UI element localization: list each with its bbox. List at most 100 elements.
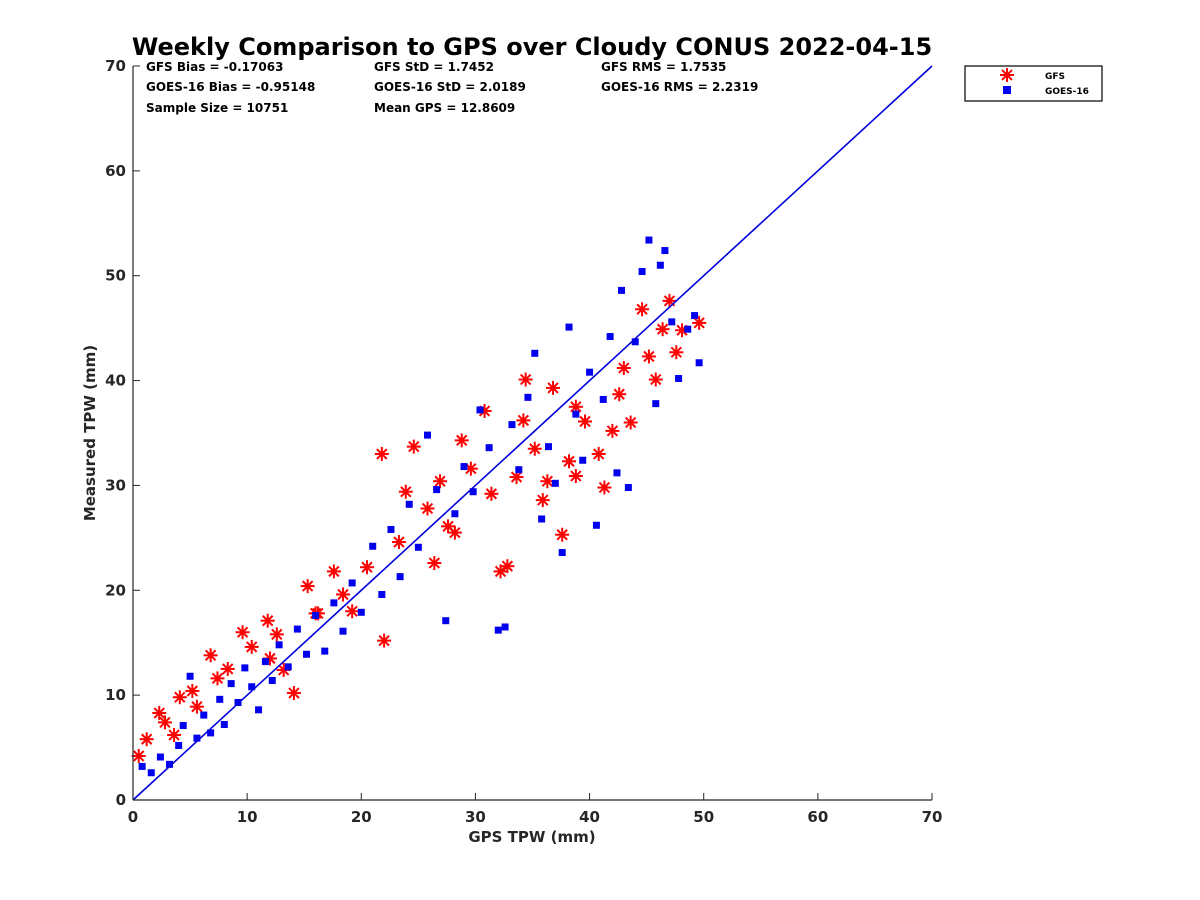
goes16-point bbox=[684, 325, 692, 333]
gfs-point bbox=[578, 414, 593, 429]
stat-text: GOES-16 RMS = 2.2319 bbox=[601, 80, 758, 94]
gfs-point bbox=[597, 480, 612, 495]
goes16-point bbox=[613, 469, 621, 477]
goes16-point bbox=[175, 741, 183, 749]
goes16-point bbox=[476, 406, 484, 414]
goes16-point bbox=[207, 729, 215, 737]
goes16-point bbox=[241, 664, 249, 672]
stat-text: Sample Size = 10751 bbox=[146, 101, 288, 115]
goes16-point bbox=[592, 521, 600, 529]
goes16-point bbox=[216, 695, 224, 703]
legend-box bbox=[964, 65, 1103, 102]
goes16-point bbox=[423, 431, 431, 439]
gfs-point bbox=[623, 415, 638, 430]
y-tick-label: 20 bbox=[105, 581, 126, 599]
gfs-point bbox=[662, 293, 677, 308]
gfs-point bbox=[500, 559, 515, 574]
gfs-point bbox=[260, 613, 275, 628]
y-tick-label: 40 bbox=[105, 372, 126, 390]
goes16-series bbox=[138, 236, 703, 777]
gfs-point bbox=[336, 587, 351, 602]
goes16-point bbox=[579, 456, 587, 464]
legend-gfs-marker bbox=[1000, 68, 1014, 82]
gfs-point bbox=[210, 671, 225, 686]
goes16-point bbox=[599, 395, 607, 403]
gfs-point bbox=[326, 564, 341, 579]
goes16-point bbox=[405, 500, 413, 508]
gfs-point bbox=[635, 302, 650, 317]
gfs-point bbox=[516, 413, 531, 428]
gfs-point bbox=[555, 527, 570, 542]
y-axis-label: Measured TPW (mm) bbox=[81, 345, 99, 521]
gfs-point bbox=[454, 433, 469, 448]
gfs-point bbox=[139, 732, 154, 747]
goes16-point bbox=[668, 318, 676, 326]
goes16-point bbox=[166, 760, 174, 768]
goes16-point bbox=[220, 721, 228, 729]
gfs-point bbox=[669, 345, 684, 360]
gfs-point bbox=[484, 486, 499, 501]
y-tick-label: 10 bbox=[105, 686, 126, 704]
gfs-point bbox=[648, 372, 663, 387]
gfs-point bbox=[244, 639, 259, 654]
goes16-point bbox=[387, 525, 395, 533]
y-tick-label: 50 bbox=[105, 267, 126, 285]
gfs-point bbox=[203, 648, 218, 663]
one-to-one-line bbox=[132, 65, 933, 801]
goes16-point bbox=[227, 680, 235, 688]
gfs-point bbox=[286, 686, 301, 701]
axes bbox=[132, 66, 932, 801]
goes16-point bbox=[586, 368, 594, 376]
gfs-point bbox=[152, 705, 167, 720]
x-tick-label: 50 bbox=[693, 808, 714, 826]
x-tick-label: 30 bbox=[465, 808, 486, 826]
plot-area: 0 10 20 30 40 50 60 70 0 10 20 30 40 50 60 70 bbox=[105, 57, 942, 826]
goes16-point bbox=[414, 543, 422, 551]
gfs-point bbox=[612, 387, 627, 402]
goes16-point bbox=[661, 247, 669, 255]
x-axis-ticks: 0 10 20 30 40 50 60 70 bbox=[128, 793, 942, 826]
gfs-point bbox=[377, 633, 392, 648]
stat-text: GFS Bias = -0.17063 bbox=[146, 60, 283, 74]
goes16-point bbox=[624, 484, 632, 492]
stat-text: GOES-16 Bias = -0.95148 bbox=[146, 80, 315, 94]
goes16-point bbox=[538, 515, 546, 523]
goes16-point bbox=[293, 625, 301, 633]
gfs-point bbox=[406, 439, 421, 454]
gfs-point bbox=[359, 560, 374, 575]
gfs-point bbox=[185, 683, 200, 698]
goes16-point bbox=[261, 658, 269, 666]
goes16-point bbox=[631, 338, 639, 346]
goes16-point bbox=[255, 706, 263, 714]
goes16-point bbox=[442, 617, 450, 625]
goes16-point bbox=[524, 393, 532, 401]
legend-gfs-label: GFS bbox=[1045, 72, 1065, 82]
gfs-point bbox=[568, 468, 583, 483]
x-tick-label: 40 bbox=[579, 808, 600, 826]
y-axis-ticks: 0 10 20 30 40 50 60 70 bbox=[105, 57, 140, 809]
gfs-series bbox=[131, 293, 707, 763]
goes16-point bbox=[469, 488, 477, 496]
gfs-point bbox=[235, 625, 250, 640]
goes16-point bbox=[179, 722, 187, 730]
gfs-point bbox=[546, 380, 561, 395]
goes16-point bbox=[460, 463, 468, 471]
gfs-point bbox=[131, 748, 146, 763]
goes16-point bbox=[695, 359, 703, 367]
goes16-point bbox=[156, 753, 164, 761]
y-tick-label: 60 bbox=[105, 162, 126, 180]
gfs-point bbox=[562, 454, 577, 469]
legend: GFS GOES-16 bbox=[964, 65, 1103, 102]
y-tick-label: 70 bbox=[105, 57, 126, 75]
goes16-point bbox=[312, 611, 320, 619]
goes16-point bbox=[551, 479, 559, 487]
gfs-point bbox=[535, 493, 550, 508]
stat-text: GOES-16 StD = 2.0189 bbox=[374, 80, 526, 94]
goes16-point bbox=[675, 374, 683, 382]
goes16-point bbox=[691, 312, 699, 320]
stat-text: Mean GPS = 12.8609 bbox=[374, 101, 515, 115]
goes16-point bbox=[508, 421, 516, 429]
goes16-point bbox=[501, 623, 509, 631]
gfs-point bbox=[269, 627, 284, 642]
goes16-point bbox=[565, 323, 573, 331]
